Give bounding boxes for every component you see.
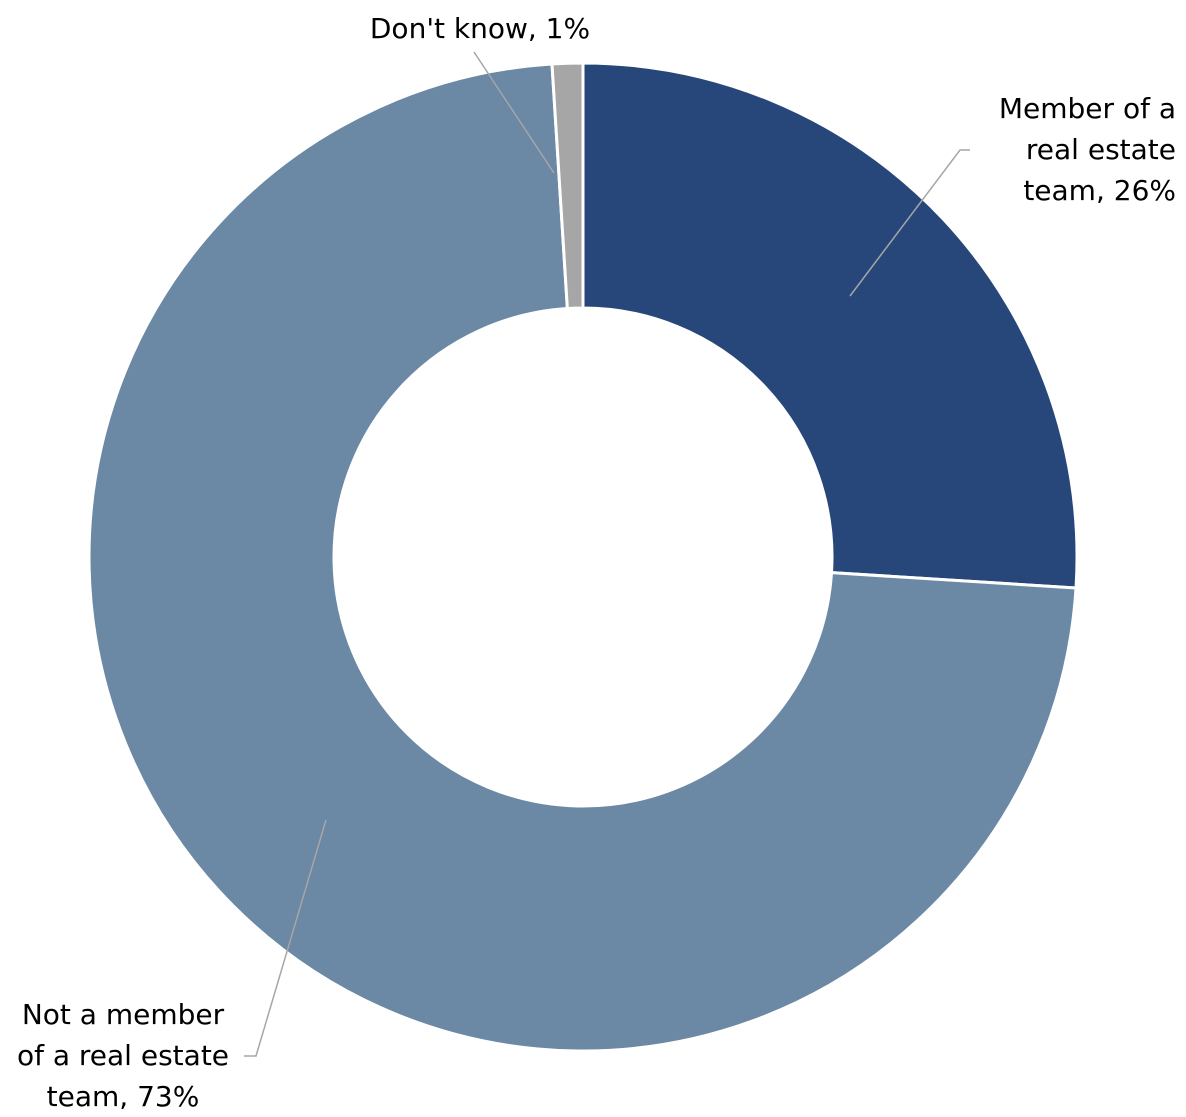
slice-label-line: team, 26% — [1023, 174, 1176, 207]
slice-label-line: real estate — [1025, 133, 1176, 166]
slice-don-t-know — [550, 61, 585, 311]
donut-slices — [87, 61, 1079, 1053]
leader-line-not-member — [244, 819, 327, 1057]
slice-label-not-member: Not a member of a real estate team, 73% — [0, 994, 246, 1117]
slice-label-line: Don't know, 1% — [369, 12, 591, 45]
leader-line-member — [849, 149, 970, 297]
slice-label-line: Not a member — [21, 998, 225, 1031]
slice-not-a-member-of-a-real-estate-team — [87, 62, 1078, 1053]
slice-label-line: team, 73% — [46, 1080, 200, 1113]
slice-label-dont-know: Don't know, 1% — [330, 8, 630, 49]
slice-label-member: Member of a real estate team, 26% — [960, 88, 1176, 211]
leader-lines — [244, 51, 970, 1057]
slice-label-line: Member of a — [998, 92, 1176, 125]
slice-member-of-a-real-estate-team — [581, 61, 1079, 590]
leader-line-dont-know — [473, 51, 555, 174]
slice-label-line: of a real estate — [16, 1039, 230, 1072]
